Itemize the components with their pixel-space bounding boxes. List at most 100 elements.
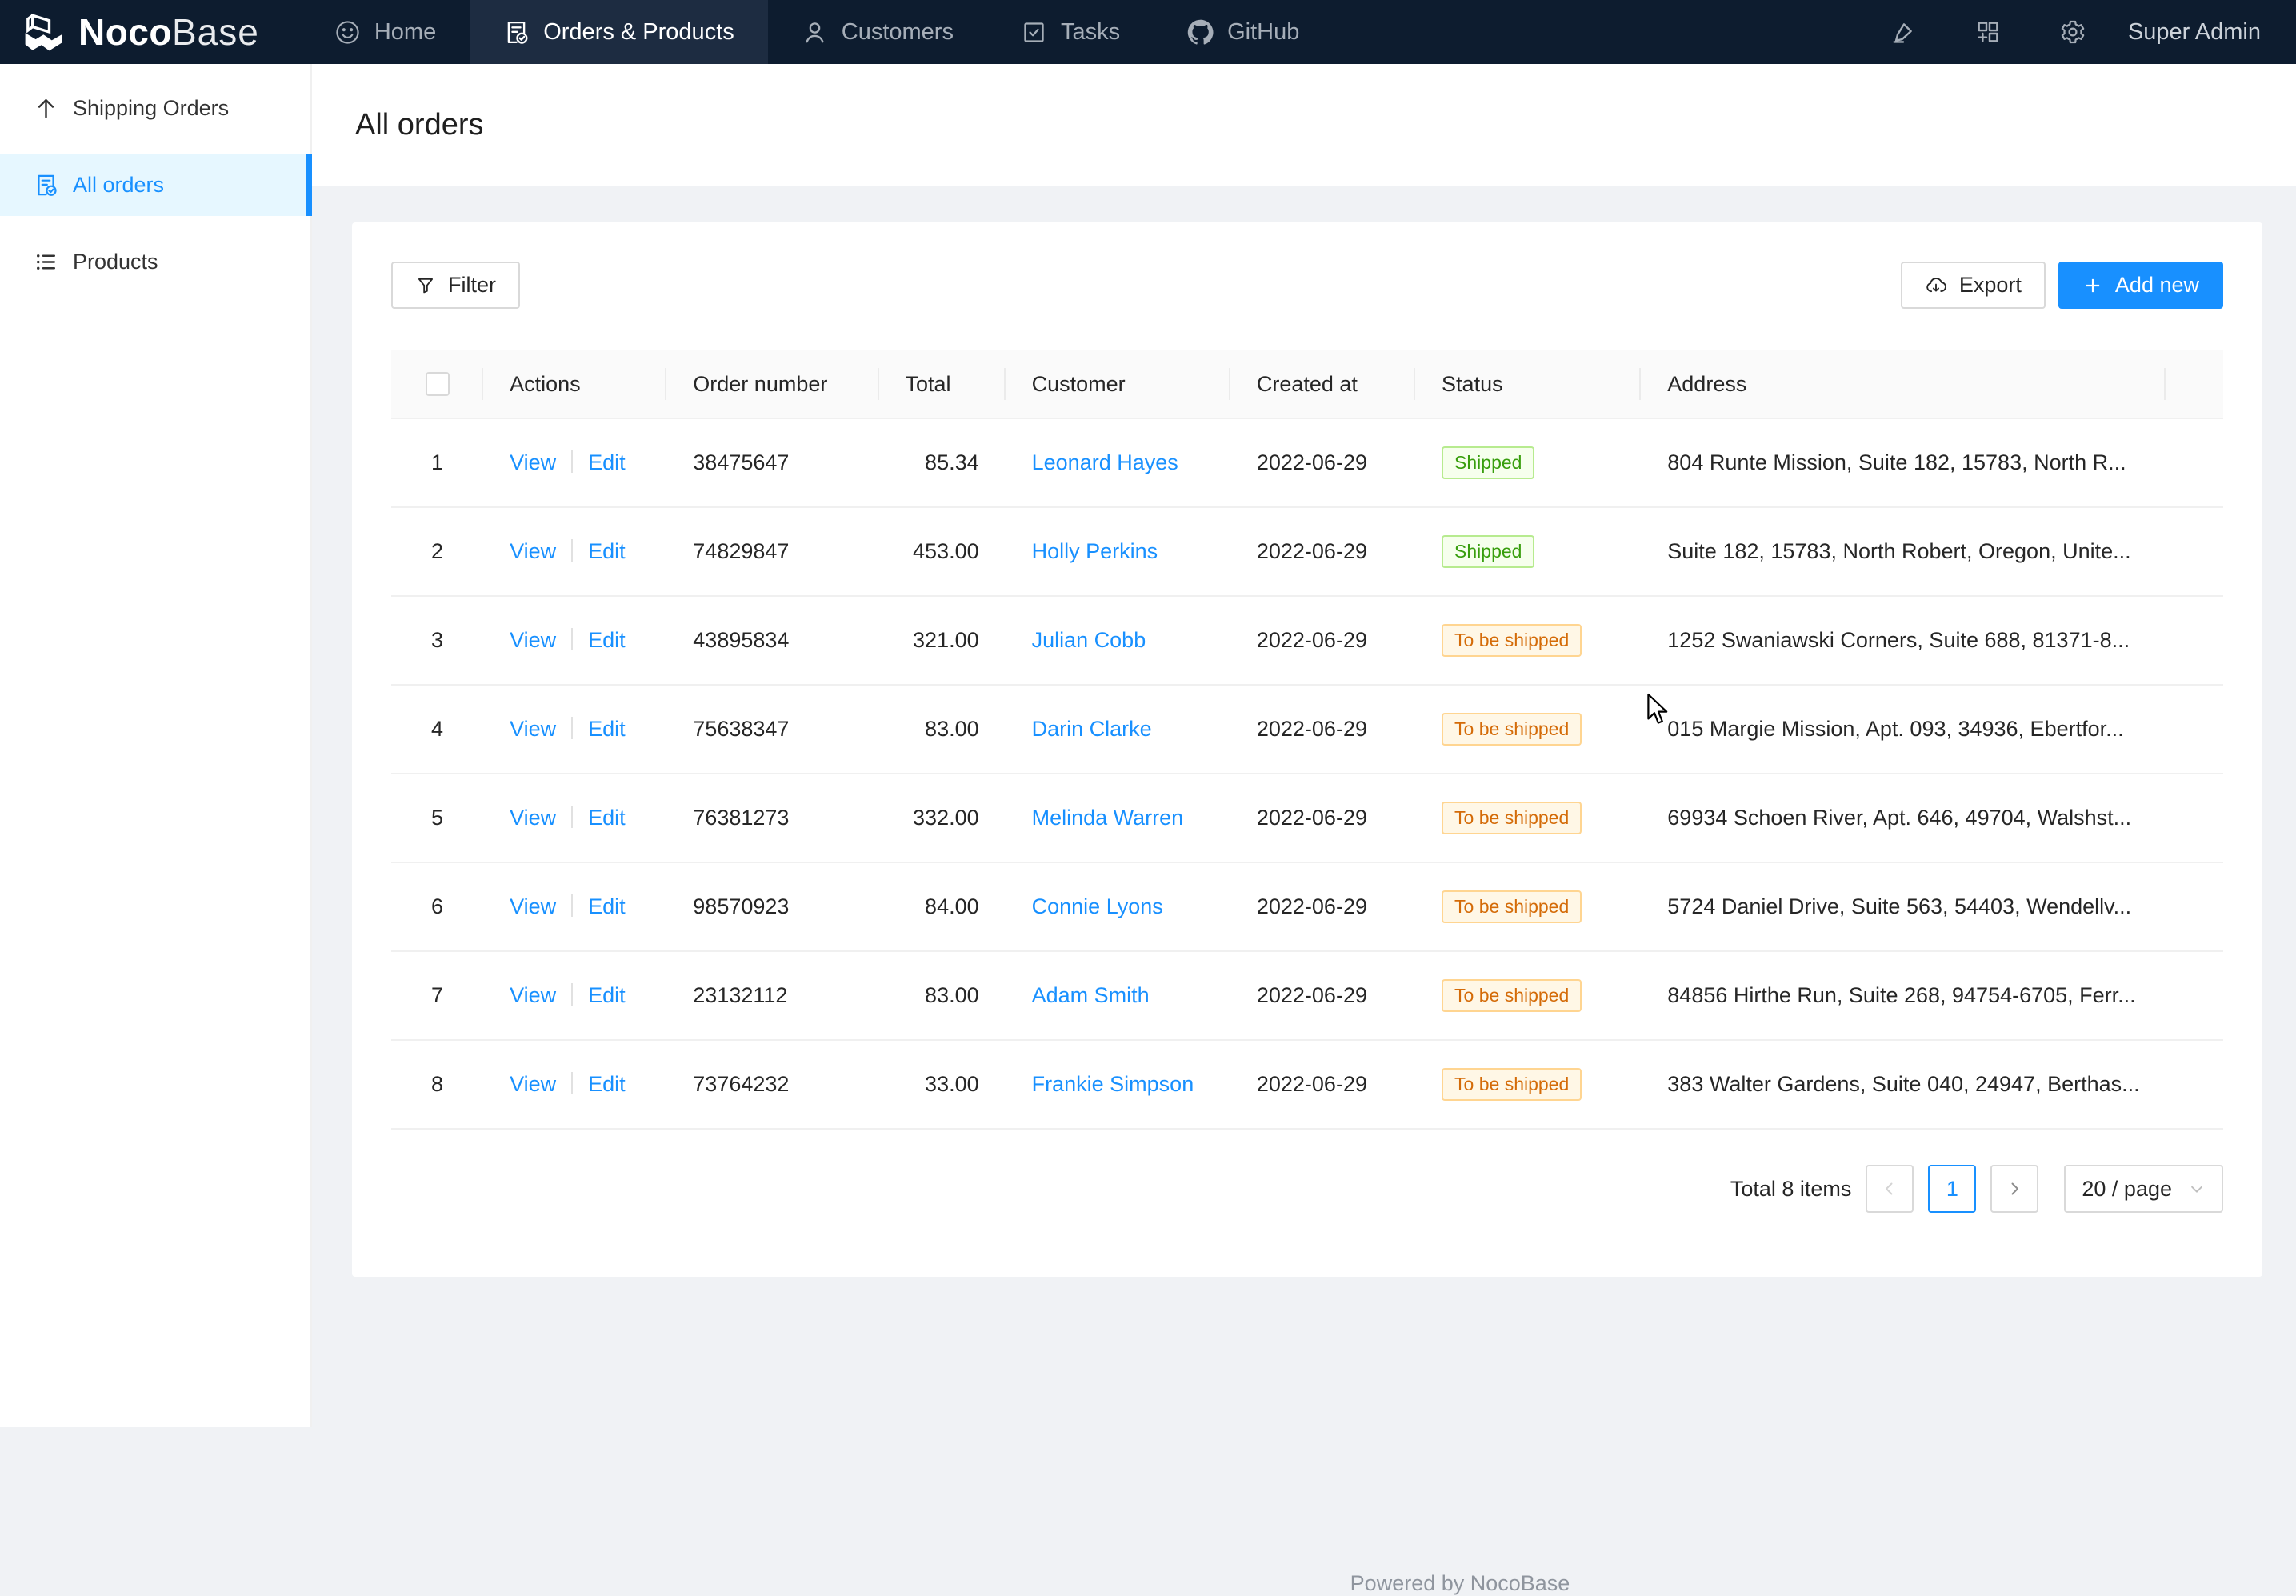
customer-cell: Darin Clarke [1005, 685, 1230, 774]
spacer-cell [2165, 862, 2223, 952]
select-all-header [391, 350, 484, 419]
table-row: 1 View Edit 38475647 85.34 Leonard Hayes 2022-… [391, 418, 2223, 508]
customer-link[interactable]: Connie Lyons [1031, 894, 1163, 918]
customer-link[interactable]: Adam Smith [1031, 983, 1150, 1007]
top-navbar: NocoBase Home Orders & Products Customers T… [0, 0, 2296, 64]
filter-button[interactable]: Filter [391, 262, 520, 309]
check-square-icon [1021, 19, 1047, 46]
view-link[interactable]: View [510, 1072, 557, 1096]
customer-link[interactable]: Frankie Simpson [1031, 1072, 1194, 1096]
gear-icon [2059, 18, 2086, 46]
funnel-icon [415, 275, 436, 296]
select-all-checkbox[interactable] [425, 372, 450, 396]
action-divider [571, 983, 574, 1006]
orders-table-body: 1 View Edit 38475647 85.34 Leonard Hayes 2022-… [391, 418, 2223, 1130]
column-header-spacer [2165, 350, 2223, 419]
spacer-cell [2165, 774, 2223, 863]
edit-link[interactable]: Edit [588, 1072, 626, 1096]
edit-link[interactable]: Edit [588, 894, 626, 918]
view-link[interactable]: View [510, 450, 557, 474]
customer-link[interactable]: Holly Perkins [1031, 539, 1158, 563]
total-cell: 84.00 [878, 862, 1006, 952]
orders-card: Filter Export Add new [352, 222, 2262, 1277]
sidebar-item-all-orders[interactable]: All orders [0, 154, 312, 216]
nav-tab-tasks[interactable]: Tasks [987, 0, 1154, 64]
created-at-cell: 2022-06-29 [1230, 418, 1416, 508]
customer-cell: Adam Smith [1005, 951, 1230, 1041]
nav-tab-github[interactable]: GitHub [1154, 0, 1333, 64]
export-button[interactable]: Export [1900, 262, 2046, 309]
gear-button[interactable] [2030, 0, 2115, 64]
chevron-left-icon [1880, 1179, 1899, 1198]
nav-tab-label: Customers [841, 18, 954, 45]
customer-link[interactable]: Leonard Hayes [1031, 450, 1178, 474]
view-link[interactable]: View [510, 539, 557, 563]
created-at-cell: 2022-06-29 [1230, 507, 1416, 597]
view-link[interactable]: View [510, 628, 557, 652]
actions-cell: View Edit [483, 862, 667, 952]
actions-cell: View Edit [483, 596, 667, 686]
order-number-cell: 74829847 [666, 507, 879, 597]
sidebar-item-shipping-orders[interactable]: Shipping Orders [0, 77, 310, 139]
view-link[interactable]: View [510, 894, 557, 918]
status-cell: To be shipped [1415, 596, 1642, 686]
nocobase-logo[interactable]: NocoBase [0, 10, 283, 54]
sidebar-item-label: Products [73, 249, 158, 274]
page-1-button[interactable]: 1 [1928, 1165, 1977, 1213]
edit-link[interactable]: Edit [588, 450, 626, 474]
page-title: All orders [355, 107, 484, 142]
status-badge: To be shipped [1442, 979, 1582, 1012]
toolbar: Filter Export Add new [391, 262, 2223, 309]
add-new-button[interactable]: Add new [2058, 262, 2223, 309]
edit-link[interactable]: Edit [588, 539, 626, 563]
nav-tab-label: GitHub [1227, 18, 1300, 45]
view-link[interactable]: View [510, 983, 557, 1007]
sidebar-item-products[interactable]: Products [0, 230, 310, 293]
status-badge: To be shipped [1442, 624, 1582, 657]
list-icon [34, 250, 58, 274]
customer-link[interactable]: Melinda Warren [1031, 806, 1184, 830]
nav-tab-label: Orders & Products [543, 18, 734, 45]
page-size-value: 20 / page [2082, 1176, 2172, 1201]
highlighter-button[interactable] [1861, 0, 1946, 64]
edit-link[interactable]: Edit [588, 717, 626, 741]
view-link[interactable]: View [510, 806, 557, 830]
address-cell: Suite 182, 15783, North Robert, Oregon, … [1641, 507, 2166, 597]
status-cell: Shipped [1415, 418, 1642, 508]
nocobase-logo-icon [21, 11, 67, 53]
page-size-select[interactable]: 20 / page [2064, 1165, 2223, 1213]
customer-link[interactable]: Darin Clarke [1031, 717, 1152, 741]
edit-link[interactable]: Edit [588, 628, 626, 652]
status-badge: Shipped [1442, 446, 1535, 479]
address-cell: 015 Margie Mission, Apt. 093, 34936, Ebe… [1641, 685, 2166, 774]
view-link[interactable]: View [510, 717, 557, 741]
highlighter-icon [1890, 18, 1917, 46]
nav-tab-customers[interactable]: Customers [768, 0, 987, 64]
customer-link[interactable]: Julian Cobb [1031, 628, 1146, 652]
created-at-cell: 2022-06-29 [1230, 951, 1416, 1041]
nav-tab-home[interactable]: Home [301, 0, 470, 64]
status-cell: To be shipped [1415, 774, 1642, 863]
total-cell: 453.00 [878, 507, 1006, 597]
user-menu[interactable]: Super Admin [2127, 18, 2261, 45]
customer-cell: Frankie Simpson [1005, 1040, 1230, 1130]
edit-link[interactable]: Edit [588, 806, 626, 830]
table-row: 7 View Edit 23132112 83.00 Adam Smith 2022-06-… [391, 951, 2223, 1041]
next-page-button[interactable] [1990, 1165, 2039, 1213]
logo-text: NocoBase [78, 11, 259, 53]
table-row: 8 View Edit 73764232 33.00 Frankie Simpson 202… [391, 1040, 2223, 1130]
appstore-add-button[interactable] [1946, 0, 2030, 64]
actions-cell: View Edit [483, 1040, 667, 1130]
footer-text: Powered by NocoBase [1350, 1571, 1570, 1595]
chevron-right-icon [2005, 1179, 2024, 1198]
status-badge: Shipped [1442, 535, 1535, 568]
status-badge: To be shipped [1442, 802, 1582, 834]
table-row: 2 View Edit 74829847 453.00 Holly Perkins 2022… [391, 507, 2223, 597]
order-number-cell: 43895834 [666, 596, 879, 686]
edit-link[interactable]: Edit [588, 983, 626, 1007]
prev-page-button[interactable] [1866, 1165, 1914, 1213]
sidebar-menu: Shipping Orders All orders Products [0, 64, 312, 293]
status-cell: To be shipped [1415, 951, 1642, 1041]
nav-tab-orders-products[interactable]: Orders & Products [470, 0, 768, 64]
order-number-cell: 75638347 [666, 685, 879, 774]
